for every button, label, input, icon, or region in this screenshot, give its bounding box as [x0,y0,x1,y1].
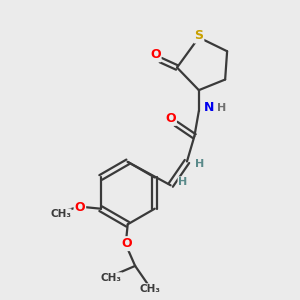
Text: O: O [165,112,176,125]
Text: H: H [195,159,204,169]
Text: CH₃: CH₃ [140,284,160,294]
Text: N: N [204,101,214,115]
Text: H: H [178,177,188,187]
Text: H: H [218,103,227,113]
Text: S: S [194,29,203,43]
Text: O: O [150,48,160,61]
Text: CH₃: CH₃ [101,273,122,283]
Text: CH₃: CH₃ [50,209,71,219]
Text: O: O [121,237,131,250]
Text: O: O [75,201,85,214]
